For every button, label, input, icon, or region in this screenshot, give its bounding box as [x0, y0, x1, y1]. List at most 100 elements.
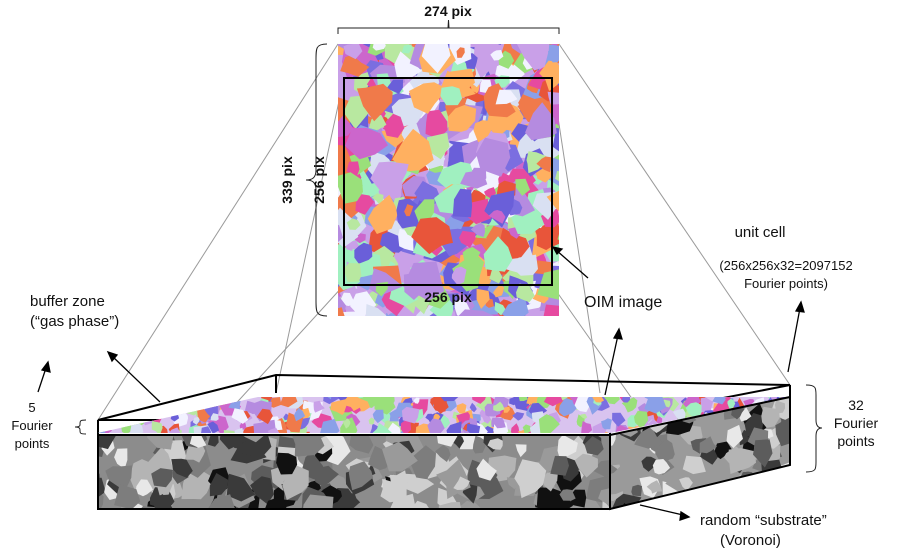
grain	[761, 406, 780, 428]
grain	[413, 397, 420, 404]
unit-cell-slab	[97, 373, 791, 511]
oim-image	[326, 44, 559, 333]
grain	[394, 51, 422, 80]
grain	[338, 115, 354, 138]
grain	[516, 283, 535, 303]
grain	[392, 128, 434, 172]
grain	[753, 439, 773, 468]
grain	[320, 419, 340, 433]
grain	[402, 261, 444, 301]
unit-cell-title: unit cell	[735, 224, 786, 241]
grain	[189, 435, 207, 448]
grain	[389, 409, 399, 422]
grain	[305, 480, 321, 493]
grain	[584, 436, 604, 456]
grain	[181, 468, 214, 500]
grain	[472, 435, 486, 454]
grain	[772, 482, 790, 506]
grain	[338, 317, 356, 333]
grain	[219, 435, 247, 450]
projection-line-right-outer	[558, 43, 791, 386]
grain	[414, 199, 435, 222]
inner-height-label: 256 pix	[311, 156, 327, 204]
grain	[727, 398, 736, 409]
grain	[129, 422, 144, 433]
grain	[343, 44, 363, 60]
grain	[712, 397, 726, 405]
grain	[445, 398, 457, 412]
grain	[264, 495, 287, 509]
grain	[427, 418, 445, 433]
grain	[592, 397, 604, 403]
oim-slab-arrow-shaft	[604, 334, 619, 396]
grain	[216, 397, 230, 405]
grain	[291, 435, 325, 457]
grain	[789, 413, 790, 424]
grain	[433, 413, 441, 421]
thirtytwo-points-unit: points	[837, 433, 874, 449]
grain	[409, 445, 436, 480]
grain	[700, 397, 714, 414]
grain	[348, 461, 374, 491]
grain	[356, 83, 393, 122]
five-points-number: 5	[28, 400, 35, 415]
grain	[469, 402, 477, 413]
grain	[499, 404, 516, 421]
grain	[488, 210, 506, 224]
grain	[184, 442, 206, 463]
grain	[705, 392, 713, 397]
grain	[541, 471, 558, 492]
grain	[460, 169, 488, 189]
grain	[466, 198, 492, 225]
grain	[330, 399, 348, 415]
grain	[241, 435, 272, 457]
grain	[411, 217, 453, 255]
grain	[372, 409, 384, 424]
grain	[492, 44, 502, 46]
grain	[462, 247, 481, 263]
grain	[552, 127, 559, 152]
grain	[558, 261, 559, 265]
grain	[757, 473, 773, 492]
grain	[326, 223, 335, 232]
oim-arrow-shaft	[555, 249, 589, 279]
grain	[503, 406, 510, 413]
grain	[382, 441, 418, 472]
side-face-outline	[609, 395, 791, 511]
grain	[108, 421, 116, 429]
grain	[679, 477, 693, 492]
grain	[487, 438, 503, 450]
grain	[621, 397, 638, 413]
grain	[634, 410, 649, 430]
grain	[98, 435, 117, 450]
grain	[105, 465, 133, 490]
grain	[547, 507, 556, 509]
buffer-arrow-shaft	[111, 355, 161, 403]
thirtytwo-points-brace	[805, 384, 823, 473]
width-label: 274 pix	[424, 3, 472, 19]
grain	[98, 406, 103, 420]
grain	[557, 233, 559, 241]
grain	[436, 435, 459, 447]
grain	[453, 476, 470, 490]
grain	[540, 208, 559, 228]
grain	[383, 113, 405, 138]
grain	[401, 44, 412, 54]
grain	[403, 312, 417, 316]
grain	[338, 307, 345, 316]
grain	[340, 54, 370, 77]
grain	[126, 397, 138, 401]
grain	[509, 397, 518, 406]
grain	[338, 304, 339, 307]
grain	[515, 178, 530, 196]
grain	[451, 266, 467, 286]
grain	[550, 455, 569, 476]
grain	[409, 399, 429, 419]
unit-cell-formula: (256x256x32=2097152	[719, 258, 852, 273]
grain	[370, 161, 409, 192]
grain	[368, 417, 375, 425]
grain	[556, 269, 559, 297]
grain	[652, 459, 671, 475]
grain	[197, 407, 211, 423]
grain	[209, 473, 229, 497]
